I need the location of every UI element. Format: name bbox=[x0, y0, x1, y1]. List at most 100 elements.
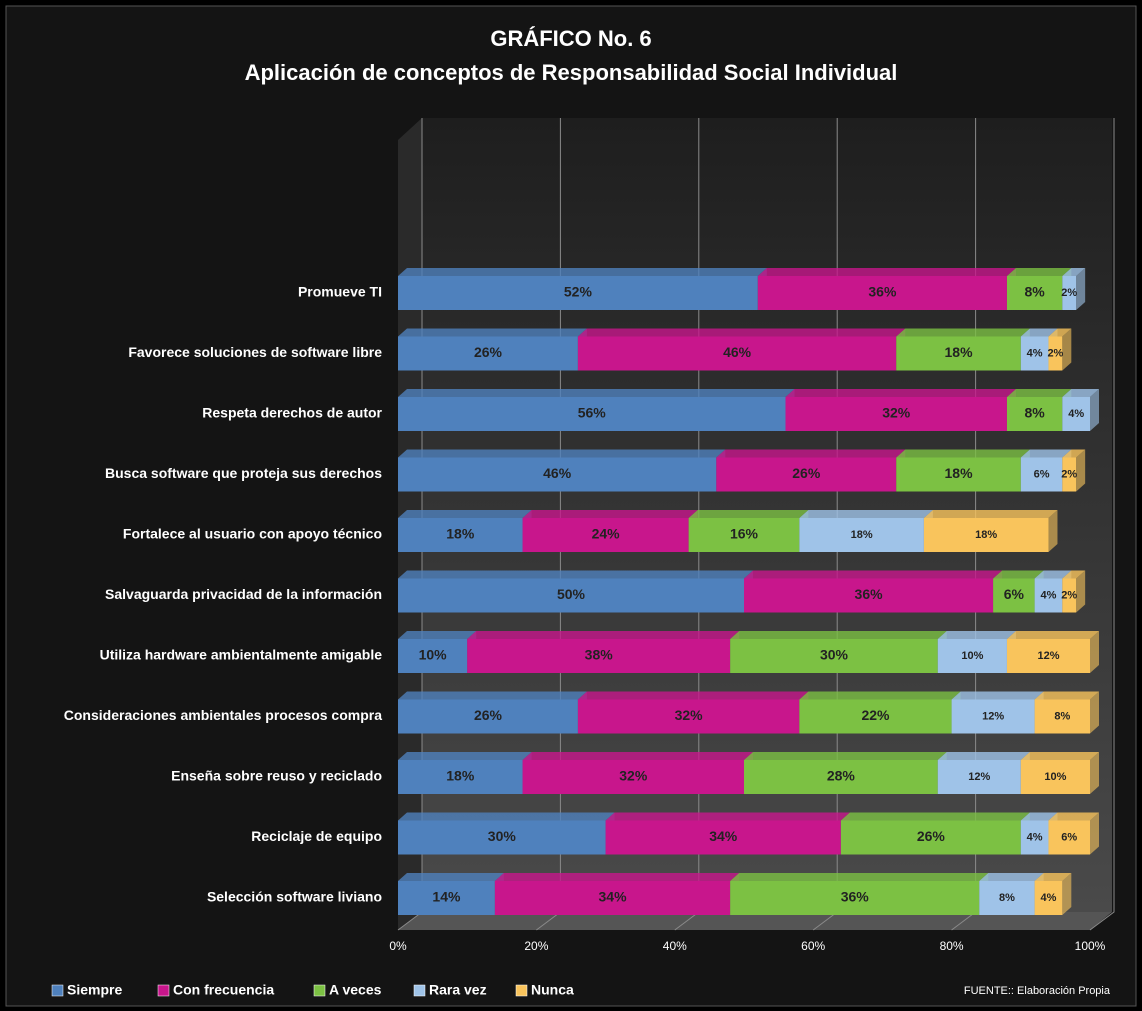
category-label: Selección software liviano bbox=[207, 889, 382, 905]
bar-top bbox=[398, 631, 477, 639]
legend-label: A veces bbox=[329, 982, 382, 998]
bar-top bbox=[799, 510, 933, 518]
category-label: Respeta derechos de autor bbox=[202, 405, 382, 421]
bar bbox=[1006, 639, 1090, 673]
bar bbox=[398, 336, 578, 371]
data-label: 2% bbox=[1061, 468, 1077, 480]
chart-title: GRÁFICO No. 6 bbox=[490, 26, 651, 51]
bar-top bbox=[799, 691, 961, 700]
bar-top bbox=[1020, 752, 1099, 760]
data-label: 32% bbox=[882, 405, 911, 421]
x-tick-label: 40% bbox=[663, 939, 687, 953]
bar-side bbox=[1090, 389, 1099, 431]
data-label: 18% bbox=[945, 344, 974, 360]
bar bbox=[398, 760, 523, 794]
bar-top bbox=[1034, 691, 1099, 700]
bar bbox=[688, 518, 800, 552]
bar-side bbox=[1048, 510, 1058, 552]
bar-top bbox=[605, 812, 850, 821]
bar bbox=[398, 881, 495, 915]
bar bbox=[1062, 276, 1077, 310]
bar bbox=[522, 518, 689, 552]
bar-side bbox=[1076, 449, 1086, 492]
data-label: 56% bbox=[578, 405, 607, 421]
bar-top bbox=[688, 510, 809, 518]
data-label: 8% bbox=[999, 892, 1015, 904]
category-label: Consideraciones ambientales procesos com… bbox=[64, 707, 382, 723]
legend-swatch bbox=[51, 984, 64, 997]
bar bbox=[785, 397, 1007, 431]
data-label: 8% bbox=[1025, 405, 1046, 421]
bar bbox=[896, 336, 1021, 371]
bar-top bbox=[1034, 570, 1072, 579]
bar bbox=[1048, 336, 1063, 371]
bar-top bbox=[1062, 389, 1099, 397]
bar-top bbox=[896, 328, 1030, 337]
bar-top bbox=[744, 570, 1003, 579]
bar-top bbox=[522, 510, 698, 518]
bar bbox=[398, 699, 578, 734]
bar-top bbox=[840, 812, 1030, 821]
bar bbox=[993, 578, 1035, 613]
bar bbox=[1062, 397, 1090, 431]
category-label: Salvaguarda privacidad de la información bbox=[105, 586, 382, 602]
bar-top bbox=[716, 449, 906, 458]
bar-top bbox=[1062, 268, 1086, 276]
bar-top bbox=[730, 631, 947, 639]
data-label: 34% bbox=[709, 828, 738, 844]
bar bbox=[467, 639, 731, 673]
bar-top bbox=[730, 873, 989, 881]
bar bbox=[799, 699, 952, 734]
bar-top bbox=[1020, 812, 1058, 821]
data-label: 36% bbox=[841, 889, 870, 905]
bar bbox=[716, 457, 897, 492]
data-label: 22% bbox=[861, 707, 890, 723]
bar bbox=[1006, 276, 1063, 310]
floor bbox=[398, 912, 1112, 930]
data-label: 46% bbox=[543, 465, 572, 481]
data-label: 2% bbox=[1061, 589, 1077, 601]
data-label: 30% bbox=[488, 828, 517, 844]
bar bbox=[1020, 820, 1049, 855]
bar-side bbox=[1090, 631, 1099, 673]
bar bbox=[494, 881, 731, 915]
data-label: 34% bbox=[599, 889, 628, 905]
bar-top bbox=[1006, 268, 1072, 276]
data-label: 6% bbox=[1004, 586, 1025, 602]
data-label: 50% bbox=[557, 586, 586, 602]
data-label: 6% bbox=[1034, 468, 1050, 480]
data-label: 26% bbox=[792, 465, 821, 481]
bar-top bbox=[1020, 328, 1058, 337]
data-label: 18% bbox=[851, 529, 873, 541]
bar-top bbox=[398, 389, 795, 397]
data-label: 4% bbox=[1041, 589, 1057, 601]
data-label: 18% bbox=[446, 526, 475, 542]
bar bbox=[799, 518, 924, 552]
bar-side bbox=[1062, 328, 1072, 371]
source-note: FUENTE:: Elaboración Propia bbox=[964, 985, 1111, 997]
bar-top bbox=[937, 752, 1030, 760]
bar-top bbox=[951, 691, 1044, 700]
bar bbox=[840, 820, 1021, 855]
bar-top bbox=[1062, 449, 1086, 458]
bar-side bbox=[1062, 873, 1072, 915]
x-tick-label: 0% bbox=[389, 939, 407, 953]
data-label: 46% bbox=[723, 344, 752, 360]
data-label: 28% bbox=[827, 768, 856, 784]
bar-side bbox=[1076, 268, 1086, 310]
bar bbox=[398, 639, 468, 673]
bar-side bbox=[1090, 812, 1099, 855]
bar bbox=[1034, 578, 1063, 613]
bar-top bbox=[1034, 873, 1072, 881]
data-label: 24% bbox=[592, 526, 621, 542]
data-label: 12% bbox=[1037, 650, 1059, 662]
data-label: 6% bbox=[1061, 831, 1077, 843]
bar bbox=[1034, 699, 1090, 734]
bar-top bbox=[398, 570, 753, 579]
legend-label: Rara vez bbox=[429, 982, 487, 998]
data-label: 36% bbox=[868, 284, 897, 300]
bar-top bbox=[398, 328, 587, 337]
bar-top bbox=[1020, 449, 1072, 458]
data-label: 18% bbox=[945, 465, 974, 481]
